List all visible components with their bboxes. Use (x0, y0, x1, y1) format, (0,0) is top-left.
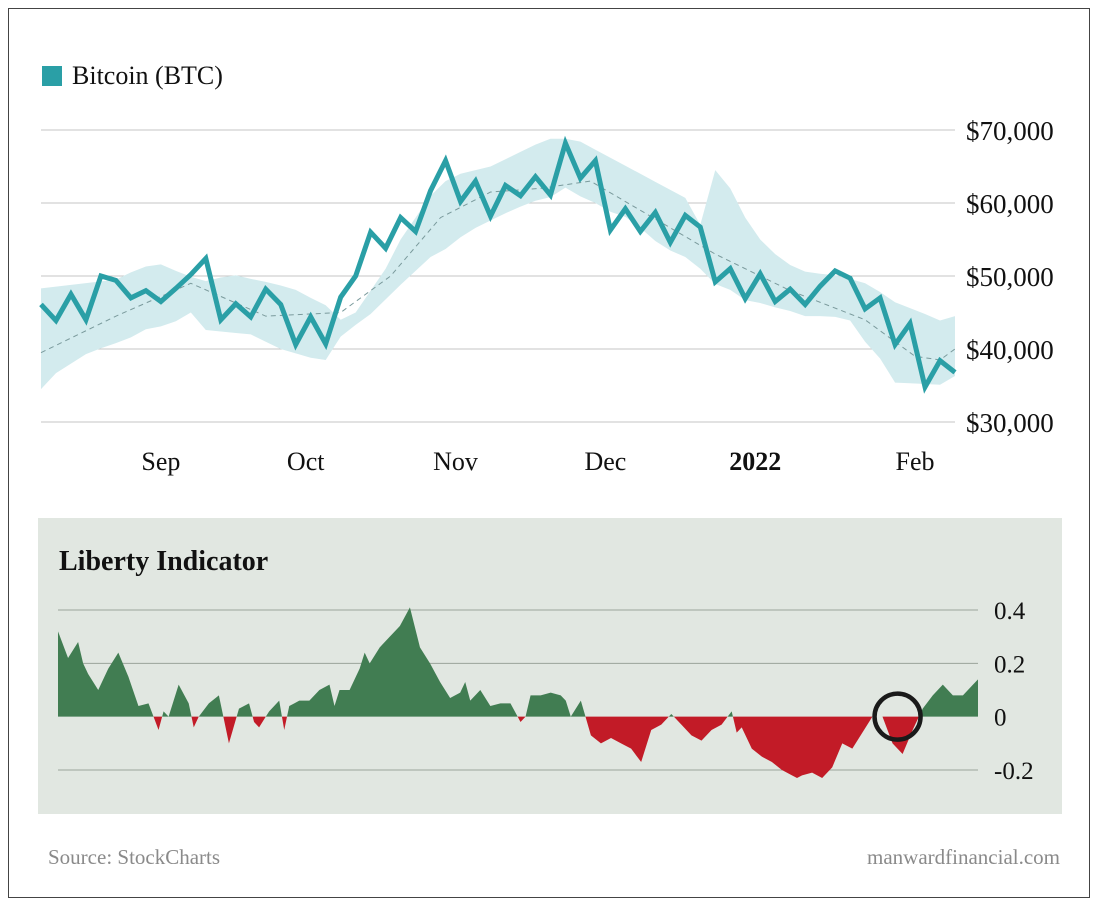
indicator-y-tick-label: -0.2 (994, 758, 1034, 785)
y-tick-label: $60,000 (966, 189, 1054, 219)
indicator-negative-area (58, 716, 978, 778)
chart-legend: Bitcoin (BTC) (42, 60, 223, 92)
y-tick-label: $30,000 (966, 408, 1054, 438)
indicator-area-layer (58, 607, 978, 778)
site-credit: manwardfinancial.com (867, 845, 1060, 869)
x-tick-label: Nov (433, 447, 478, 476)
price-band-layer (41, 138, 955, 390)
indicator-y-tick-label: 0.4 (994, 598, 1026, 625)
price-line-layer (39, 135, 957, 394)
liberty-indicator-chart: -0.2 0 0.2 0.4 (58, 598, 1034, 785)
y-tick-label: $70,000 (966, 116, 1054, 146)
bitcoin-price-line (39, 135, 957, 394)
indicator-y-axis: -0.2 0 0.2 0.4 (994, 598, 1034, 785)
price-y-axis: $30,000 $40,000 $50,000 $60,000 $70,000 (966, 116, 1054, 438)
x-tick-label: Oct (287, 447, 325, 476)
indicator-title: Liberty Indicator (59, 546, 269, 577)
indicator-panel: -0.2 0 0.2 0.4 (38, 518, 1062, 814)
x-tick-label: 2022 (729, 447, 781, 476)
y-tick-label: $50,000 (966, 262, 1054, 292)
y-tick-label: $40,000 (966, 335, 1054, 365)
crossover-highlight-circle (872, 691, 923, 742)
x-tick-label: Feb (896, 447, 935, 476)
indicator-y-tick-label: 0.2 (994, 651, 1025, 678)
legend-label: Bitcoin (BTC) (72, 61, 223, 90)
legend-swatch (42, 66, 62, 86)
indicator-positive-area (58, 607, 978, 717)
x-tick-label: Sep (141, 447, 180, 476)
indicator-y-tick-label: 0 (994, 705, 1007, 732)
source-note: Source: StockCharts (48, 845, 221, 869)
price-gridlines (41, 129, 955, 423)
x-tick-label: Dec (584, 447, 626, 476)
price-x-axis: Sep Oct Nov Dec 2022 Feb (141, 447, 934, 476)
price-range-band (41, 138, 955, 390)
indicator-annotation-layer (872, 691, 923, 742)
